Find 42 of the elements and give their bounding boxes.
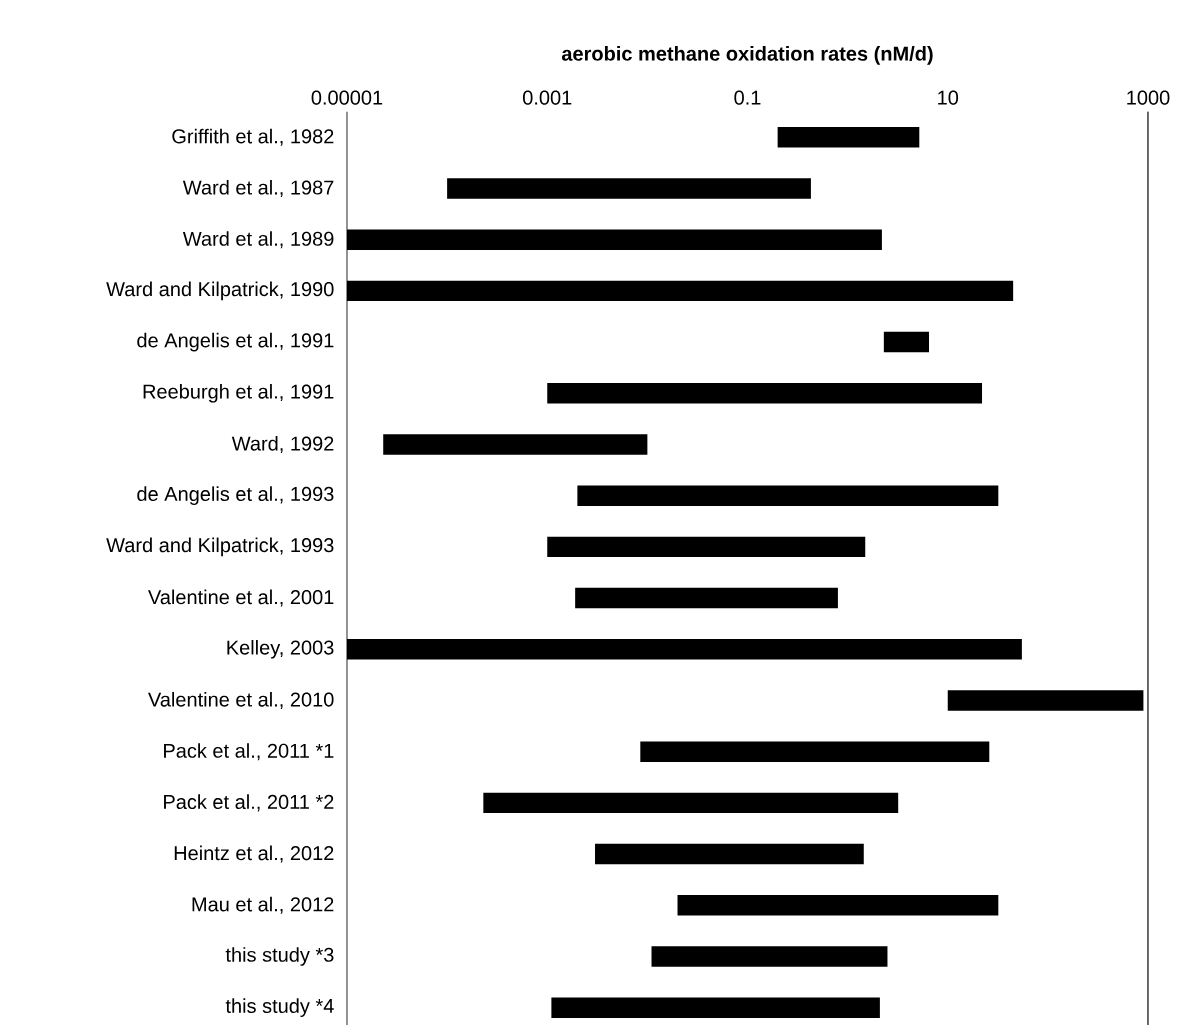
- bar: [595, 843, 864, 865]
- y-tick-label: Griffith et al., 1982: [172, 128, 334, 146]
- x-tick-label: 0.1: [734, 90, 761, 105]
- y-tick-label: Pack et al., 2011 *2: [164, 794, 334, 812]
- y-tick-label: Ward, 1992: [231, 435, 334, 453]
- x-tick-label: 0.001: [523, 90, 572, 105]
- bar: [483, 792, 899, 814]
- bar: [547, 536, 866, 558]
- bar: [447, 178, 811, 199]
- bar: [347, 229, 882, 250]
- y-tick-label: Kelley, 2003: [227, 639, 334, 659]
- bar: [575, 587, 838, 609]
- bar: [347, 280, 1014, 302]
- bar: [640, 741, 990, 762]
- x-axis-title: aerobic methane oxidation rates (nM/d): [561, 46, 933, 65]
- y-tick-label: Pack et al., 2011 *1: [164, 743, 334, 761]
- x-tick-label: 0.00001: [311, 90, 383, 105]
- bar: [547, 383, 983, 404]
- y-tick-label: Ward et al., 1987: [182, 179, 334, 197]
- y-tick-label: Ward and Kilpatrick, 1993: [106, 537, 334, 557]
- y-tick-label: Reeburgh et al., 1991: [143, 383, 334, 403]
- y-tick-label: this study *4: [225, 998, 334, 1017]
- x-tick-label: 1000: [1127, 90, 1170, 105]
- bar: [383, 434, 648, 455]
- bar: [577, 485, 999, 506]
- y-tick-label: this study *3: [225, 947, 334, 966]
- y-tick-label: Mau et al., 2012: [192, 896, 334, 914]
- bar: [347, 639, 1022, 660]
- bar: [777, 127, 920, 148]
- y-tick-label: Valentine et al., 2010: [148, 691, 334, 709]
- y-tick-label: de Angelis et al., 1991: [137, 332, 334, 352]
- y-tick-label: Valentine et al., 2001: [148, 589, 334, 607]
- y-tick-label: Heintz et al., 2012: [174, 845, 334, 863]
- bar: [947, 690, 1144, 711]
- bar: [677, 895, 999, 916]
- y-tick-label: Ward et al., 1989: [182, 231, 334, 249]
- y-tick-label: Ward and Kilpatrick, 1990: [106, 281, 334, 301]
- bar: [883, 331, 930, 353]
- bar: [551, 997, 880, 1018]
- x-tick-label: 10: [938, 90, 959, 105]
- bar: [651, 946, 888, 967]
- y-tick-label: de Angelis et al., 1993: [137, 486, 334, 505]
